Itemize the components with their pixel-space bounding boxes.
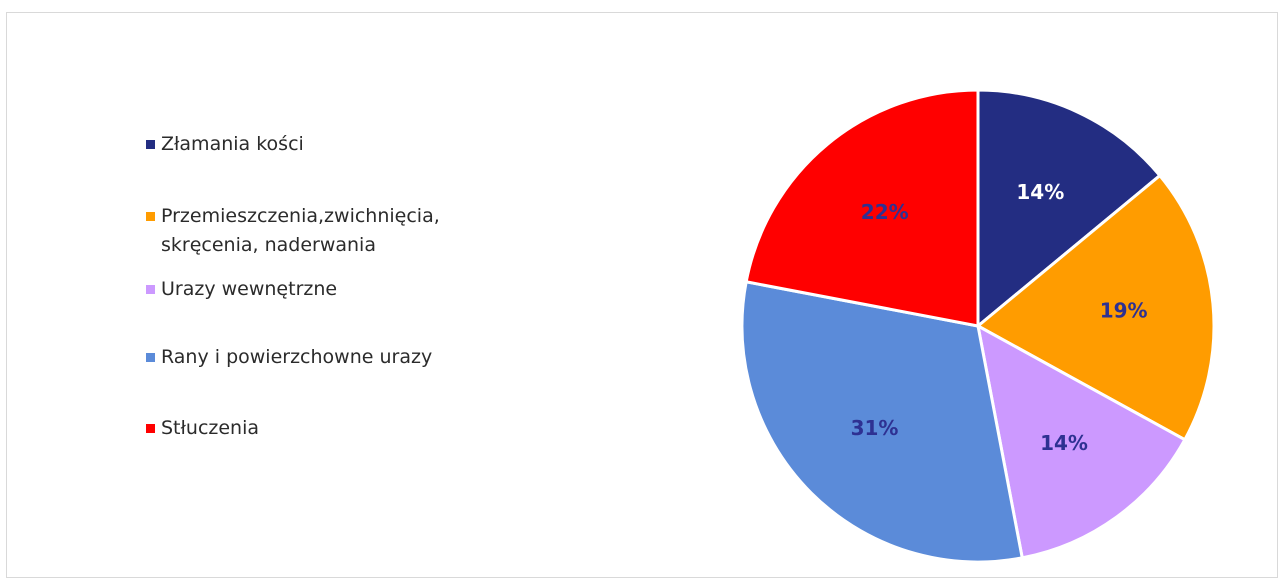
pie-data-labels: 14% 19% 14% 31% 22% bbox=[851, 180, 1148, 455]
legend-label: Urazy wewnętrzne bbox=[161, 278, 338, 300]
data-label-urazy-wewnetrzne: 14% bbox=[1040, 431, 1088, 455]
legend-swatch bbox=[146, 285, 155, 294]
data-label-stluczenia: 22% bbox=[861, 200, 909, 224]
legend-item-urazy-wewnetrzne: Urazy wewnętrzne bbox=[146, 275, 337, 304]
legend-label: Przemieszczenia,zwichnięcia, skręcenia, … bbox=[161, 205, 440, 256]
legend-item-rany: Rany i powierzchowne urazy bbox=[146, 343, 432, 372]
legend-swatch bbox=[146, 424, 155, 433]
legend-label: Rany i powierzchowne urazy bbox=[161, 346, 433, 368]
legend-swatch bbox=[146, 212, 155, 221]
slice-urazy-wewnetrzne bbox=[976, 324, 1187, 560]
legend-label: Złamania kości bbox=[161, 133, 304, 155]
slice-stluczenia bbox=[744, 88, 980, 328]
data-label-przemieszczenia: 19% bbox=[1100, 299, 1148, 323]
legend-item-przemieszczenia: Przemieszczenia,zwichnięcia, skręcenia, … bbox=[146, 202, 440, 260]
slice-przemieszczenia bbox=[976, 174, 1216, 442]
legend-item-zlamania: Złamania kości bbox=[146, 130, 304, 159]
data-label-rany: 31% bbox=[851, 416, 899, 440]
legend-swatch bbox=[146, 140, 155, 149]
legend-label: Stłuczenia bbox=[161, 417, 260, 439]
pie-slices bbox=[740, 88, 1216, 564]
legend-item-stluczenia: Stłuczenia bbox=[146, 414, 259, 443]
slice-rany bbox=[740, 280, 1024, 564]
legend-swatch bbox=[146, 353, 155, 362]
slice-zlamania bbox=[976, 88, 1162, 328]
data-label-zlamania: 14% bbox=[1016, 180, 1064, 204]
